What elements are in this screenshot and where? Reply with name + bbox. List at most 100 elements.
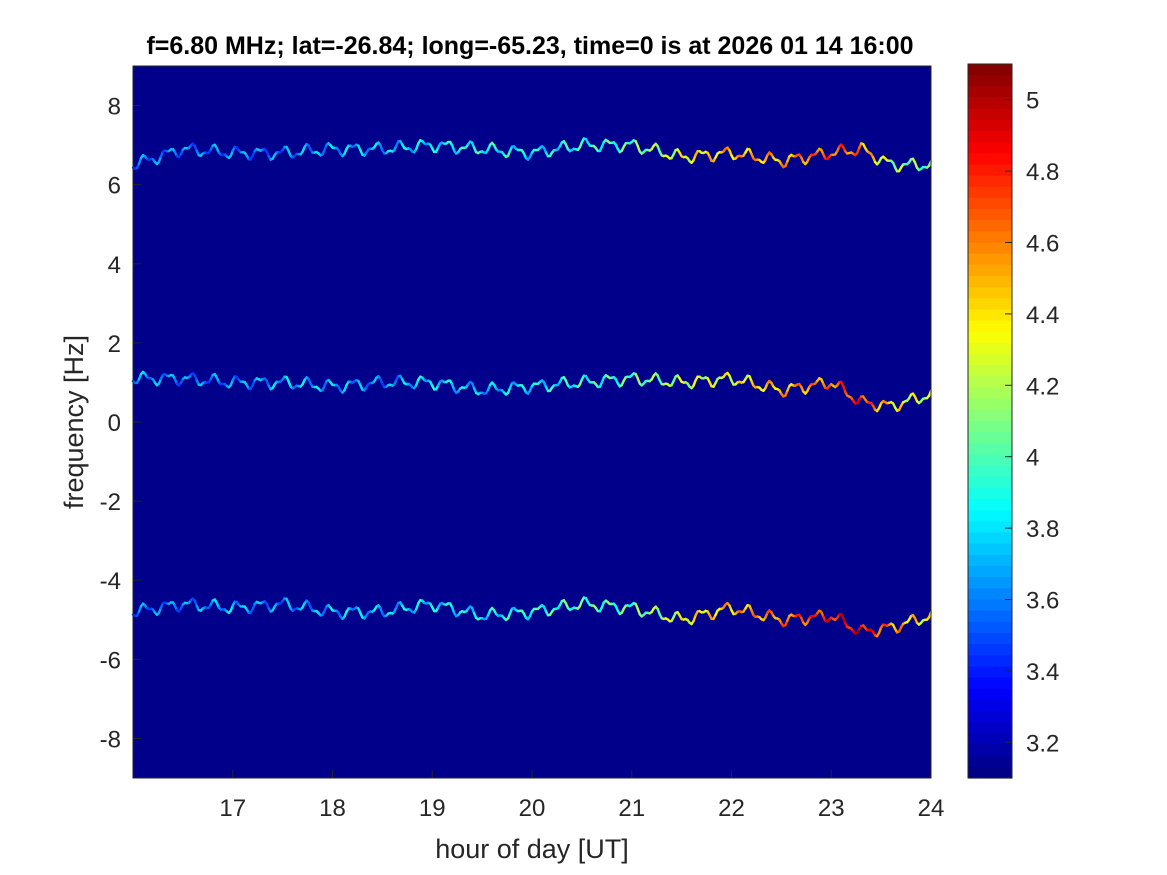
colorbar-tick-label: 3.4 xyxy=(1026,659,1059,686)
x-tick-label: 22 xyxy=(718,795,745,822)
colorbar-tick-label: 5 xyxy=(1026,88,1039,115)
x-axis-ticks: 17 18 19 20 21 22 23 24 xyxy=(219,770,944,822)
colorbar-band xyxy=(968,487,1012,500)
colorbar-band xyxy=(968,298,1012,311)
colorbar-band xyxy=(968,711,1012,723)
x-tick-label: 24 xyxy=(918,795,945,822)
colorbar-band xyxy=(968,699,1012,712)
colorbar-band xyxy=(968,476,1012,489)
colorbar-band xyxy=(968,387,1012,400)
colorbar-band xyxy=(968,554,1012,567)
colorbar-band xyxy=(968,220,1012,232)
x-tick-label: 20 xyxy=(519,795,546,822)
y-tick-label: -8 xyxy=(100,726,121,753)
colorbar-gradient xyxy=(968,64,1012,779)
colorbar-frame xyxy=(967,63,1013,779)
plot-background xyxy=(133,66,931,778)
colorbar-band xyxy=(968,197,1012,210)
colorbar-band xyxy=(968,621,1012,634)
y-tick-label: 8 xyxy=(108,94,121,121)
colorbar-band xyxy=(968,588,1012,601)
colorbar-band xyxy=(968,465,1012,478)
y-tick-label: 0 xyxy=(108,410,121,437)
colorbar-band xyxy=(968,543,1012,556)
colorbar-band xyxy=(968,566,1012,578)
colorbar-tick-label: 4.8 xyxy=(1026,159,1059,186)
y-axis-label: frequency [Hz] xyxy=(59,335,89,509)
colorbar-band xyxy=(968,142,1012,154)
colorbar-band xyxy=(968,264,1012,277)
colorbar-band xyxy=(968,354,1012,366)
colorbar-tick-label: 4 xyxy=(1026,445,1039,472)
colorbar-band xyxy=(968,755,1012,768)
colorbar-band xyxy=(968,175,1012,188)
colorbar-band xyxy=(968,130,1012,143)
x-tick-label: 21 xyxy=(618,795,645,822)
colorbar-band xyxy=(968,309,1012,322)
colorbar-band xyxy=(968,153,1012,166)
x-tick-label: 19 xyxy=(419,795,446,822)
colorbar-band xyxy=(968,499,1012,511)
colorbar-band xyxy=(968,666,1012,679)
colorbar-band xyxy=(968,64,1012,76)
colorbar-band xyxy=(968,108,1012,121)
ridge-middle xyxy=(131,370,933,413)
colorbar-tick-label: 4.4 xyxy=(1026,302,1059,329)
colorbar-tick-label: 4.6 xyxy=(1026,231,1059,258)
x-axis-label: hour of day [UT] xyxy=(435,834,629,864)
colorbar-ticks: 3.2 3.4 3.6 3.8 4 4.2 4.4 4.6 4.8 5 xyxy=(1005,88,1059,757)
colorbar-band xyxy=(968,253,1012,266)
colorbar-band xyxy=(968,577,1012,589)
colorbar-band xyxy=(968,766,1012,779)
colorbar-tick-label: 3.8 xyxy=(1026,516,1059,543)
colorbar-band xyxy=(968,75,1012,87)
colorbar-band xyxy=(968,610,1012,623)
ridge-layer xyxy=(131,137,933,638)
colorbar-band xyxy=(968,599,1012,612)
y-tick-label: 6 xyxy=(108,173,121,200)
colorbar-band xyxy=(968,287,1012,299)
ridge-upper xyxy=(131,137,933,173)
y-tick-label: 2 xyxy=(108,331,121,358)
y-tick-label: -4 xyxy=(100,568,121,595)
colorbar-band xyxy=(968,186,1012,199)
colorbar-band xyxy=(968,119,1012,132)
colorbar: 3.2 3.4 3.6 3.8 4 4.2 4.4 4.6 4.8 5 xyxy=(967,63,1059,779)
colorbar-band xyxy=(968,209,1012,221)
colorbar-band xyxy=(968,164,1012,177)
colorbar-band xyxy=(968,521,1012,534)
colorbar-band xyxy=(968,722,1012,734)
y-tick-label: -2 xyxy=(100,489,121,516)
colorbar-band xyxy=(968,86,1012,99)
colorbar-band xyxy=(968,275,1012,288)
colorbar-band xyxy=(968,376,1012,389)
colorbar-band xyxy=(968,320,1012,333)
colorbar-band xyxy=(968,688,1012,701)
colorbar-band xyxy=(968,409,1012,422)
colorbar-band xyxy=(968,432,1012,444)
ridge-lower xyxy=(131,596,933,638)
colorbar-tick-label: 4.2 xyxy=(1026,373,1059,400)
colorbar-band xyxy=(968,632,1012,645)
x-tick-label: 17 xyxy=(219,795,246,822)
colorbar-band xyxy=(968,744,1012,757)
colorbar-band xyxy=(968,532,1012,545)
colorbar-band xyxy=(968,331,1012,344)
chart-title: f=6.80 MHz; lat=-26.84; long=-65.23, tim… xyxy=(146,32,913,60)
x-tick-label: 18 xyxy=(319,795,346,822)
colorbar-band xyxy=(968,242,1012,255)
y-axis-ticks: -8 -6 -4 -2 0 2 4 6 8 xyxy=(100,94,141,753)
colorbar-band xyxy=(968,454,1012,467)
y-tick-label: -6 xyxy=(100,647,121,674)
colorbar-band xyxy=(968,398,1012,411)
colorbar-band xyxy=(968,231,1012,244)
colorbar-band xyxy=(968,443,1012,456)
colorbar-band xyxy=(968,644,1012,656)
y-tick-label: 4 xyxy=(108,252,121,279)
colorbar-band xyxy=(968,510,1012,523)
colorbar-band xyxy=(968,421,1012,433)
colorbar-tick-label: 3.2 xyxy=(1026,730,1059,757)
colorbar-band xyxy=(968,342,1012,355)
colorbar-band xyxy=(968,655,1012,668)
